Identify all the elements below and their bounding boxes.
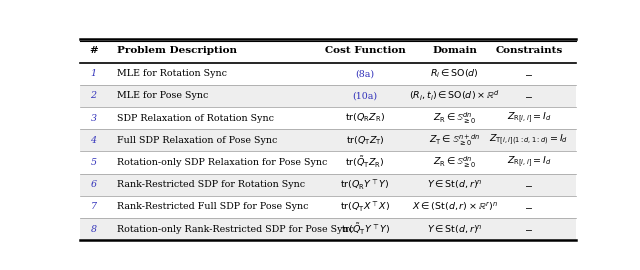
- Text: $Z_\mathrm{R} \in \mathbb{S}^{dn}_{\geq 0}$: $Z_\mathrm{R} \in \mathbb{S}^{dn}_{\geq …: [433, 110, 476, 126]
- Text: $Y \in \mathrm{St}(d,r)^n$: $Y \in \mathrm{St}(d,r)^n$: [427, 178, 483, 191]
- Bar: [80, 151, 576, 174]
- Text: #: #: [89, 46, 98, 55]
- Text: Rank-Restricted SDP for Rotation Sync: Rank-Restricted SDP for Rotation Sync: [117, 180, 305, 189]
- Text: $(R_i, t_i) \in \mathrm{SO}(d) \times \mathbb{R}^d$: $(R_i, t_i) \in \mathrm{SO}(d) \times \m…: [409, 89, 500, 103]
- Text: MLE for Rotation Sync: MLE for Rotation Sync: [117, 69, 227, 78]
- Text: SDP Relaxation of Rotation Sync: SDP Relaxation of Rotation Sync: [117, 114, 274, 123]
- Text: $-$: $-$: [524, 180, 533, 189]
- Text: Rank-Restricted Full SDP for Pose Sync: Rank-Restricted Full SDP for Pose Sync: [117, 202, 308, 211]
- Text: $\mathrm{tr}(\tilde{Q}_\mathrm{T}Z_\mathrm{R})$: $\mathrm{tr}(\tilde{Q}_\mathrm{T}Z_\math…: [346, 155, 385, 170]
- Text: 2: 2: [90, 91, 97, 100]
- Text: $\mathrm{tr}(\tilde{Q}_\mathrm{T}Y^\top Y)$: $\mathrm{tr}(\tilde{Q}_\mathrm{T}Y^\top …: [340, 221, 390, 237]
- Bar: [80, 196, 576, 218]
- Text: $Z_{\mathrm{T}[i,i](1:d,1:d)} = I_d$: $Z_{\mathrm{T}[i,i](1:d,1:d)} = I_d$: [490, 133, 568, 148]
- Bar: [80, 107, 576, 129]
- Text: $Z_{\mathrm{R}[i,i]} = I_d$: $Z_{\mathrm{R}[i,i]} = I_d$: [507, 110, 551, 126]
- Text: $Z_\mathrm{T} \in \mathbb{S}^{n+dn}_{\geq 0}$: $Z_\mathrm{T} \in \mathbb{S}^{n+dn}_{\ge…: [429, 133, 480, 148]
- Text: Problem Description: Problem Description: [117, 46, 237, 55]
- Text: Rotation-only SDP Relaxation for Pose Sync: Rotation-only SDP Relaxation for Pose Sy…: [117, 158, 328, 167]
- Text: Constraints: Constraints: [495, 46, 563, 55]
- Text: Rotation-only Rank-Restricted SDP for Pose Sync: Rotation-only Rank-Restricted SDP for Po…: [117, 225, 354, 234]
- Text: 4: 4: [90, 136, 97, 145]
- Text: 6: 6: [90, 180, 97, 189]
- Text: $\mathrm{tr}(Q_\mathrm{R}Z_\mathrm{R})$: $\mathrm{tr}(Q_\mathrm{R}Z_\mathrm{R})$: [345, 112, 385, 124]
- Text: $-$: $-$: [524, 69, 533, 78]
- Text: $X \in (\mathrm{St}(d,r) \times \mathbb{R}^r)^n$: $X \in (\mathrm{St}(d,r) \times \mathbb{…: [412, 201, 497, 213]
- Bar: [80, 174, 576, 196]
- Text: MLE for Pose Sync: MLE for Pose Sync: [117, 91, 209, 100]
- Text: Full SDP Relaxation of Pose Sync: Full SDP Relaxation of Pose Sync: [117, 136, 278, 145]
- Text: 5: 5: [90, 158, 97, 167]
- Text: $-$: $-$: [524, 91, 533, 100]
- Text: $Z_{\mathrm{R}[i,i]} = I_d$: $Z_{\mathrm{R}[i,i]} = I_d$: [507, 155, 551, 170]
- Text: $-$: $-$: [524, 225, 533, 234]
- Text: (10a): (10a): [353, 91, 378, 100]
- Text: $\mathrm{tr}(Q_\mathrm{T}X^\top X)$: $\mathrm{tr}(Q_\mathrm{T}X^\top X)$: [340, 200, 390, 214]
- Text: $Y \in \mathrm{St}(d,r)^n$: $Y \in \mathrm{St}(d,r)^n$: [427, 223, 483, 236]
- Bar: [80, 63, 576, 85]
- Text: $\mathrm{tr}(Q_\mathrm{R}Y^\top Y)$: $\mathrm{tr}(Q_\mathrm{R}Y^\top Y)$: [340, 178, 390, 192]
- Text: $-$: $-$: [524, 202, 533, 211]
- Text: 1: 1: [90, 69, 97, 78]
- Text: 8: 8: [90, 225, 97, 234]
- Bar: [80, 218, 576, 240]
- Text: $\mathrm{tr}(Q_\mathrm{T}Z_\mathrm{T})$: $\mathrm{tr}(Q_\mathrm{T}Z_\mathrm{T})$: [346, 134, 385, 147]
- Text: Cost Function: Cost Function: [325, 46, 406, 55]
- Text: 3: 3: [90, 114, 97, 123]
- Bar: [80, 85, 576, 107]
- Text: $Z_\mathrm{R} \in \mathbb{S}^{dn}_{\geq 0}$: $Z_\mathrm{R} \in \mathbb{S}^{dn}_{\geq …: [433, 155, 476, 170]
- Text: 7: 7: [90, 202, 97, 211]
- Text: Domain: Domain: [432, 46, 477, 55]
- Text: (8a): (8a): [356, 69, 375, 78]
- Bar: [80, 129, 576, 151]
- Text: $R_i \in \mathrm{SO}(d)$: $R_i \in \mathrm{SO}(d)$: [430, 68, 479, 80]
